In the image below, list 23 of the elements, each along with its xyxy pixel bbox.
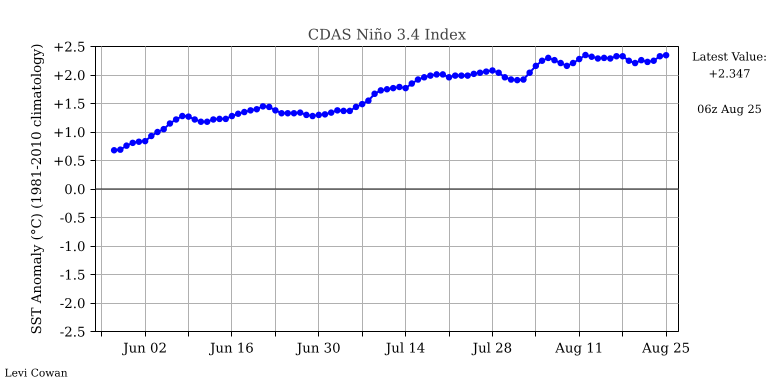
text: Levi Cowan <box>4 366 68 380</box>
y-tick-label: 0.0 <box>64 183 86 198</box>
y-tick-label: -2.5 <box>60 326 86 340</box>
x-tick-label: Aug 11 <box>554 342 604 356</box>
x-tick-label: Aug 25 <box>641 342 690 356</box>
y-tick-label: +2.0 <box>53 69 86 84</box>
x-tick-label: Jul 14 <box>384 342 426 356</box>
y-tick-label: -1.5 <box>60 268 86 284</box>
x-tick-label: Jun 02 <box>121 342 167 356</box>
y-tick-label: +0.5 <box>53 154 86 170</box>
y-tick-label: -1.0 <box>60 240 86 255</box>
y-tick-label: -2.0 <box>60 297 86 312</box>
chart-title: CDAS Niño 3.4 Index <box>308 26 467 44</box>
y-tick-label: +2.5 <box>53 40 86 56</box>
text: Latest Value: +2.347 <box>692 49 767 80</box>
y-axis-title: SST Anomaly (°C) (1981-2010 climatology) <box>30 44 46 334</box>
text: 06z Aug 25 <box>697 102 762 116</box>
y-tick-label: -0.5 <box>60 212 86 226</box>
x-tick-label: Jun 16 <box>208 342 254 356</box>
y-tick-label: +1.5 <box>53 98 86 112</box>
x-tick-label: Jun 30 <box>294 342 341 356</box>
y-tick-label: +1.0 <box>53 126 86 141</box>
x-tick-label: Jul 28 <box>470 342 512 356</box>
